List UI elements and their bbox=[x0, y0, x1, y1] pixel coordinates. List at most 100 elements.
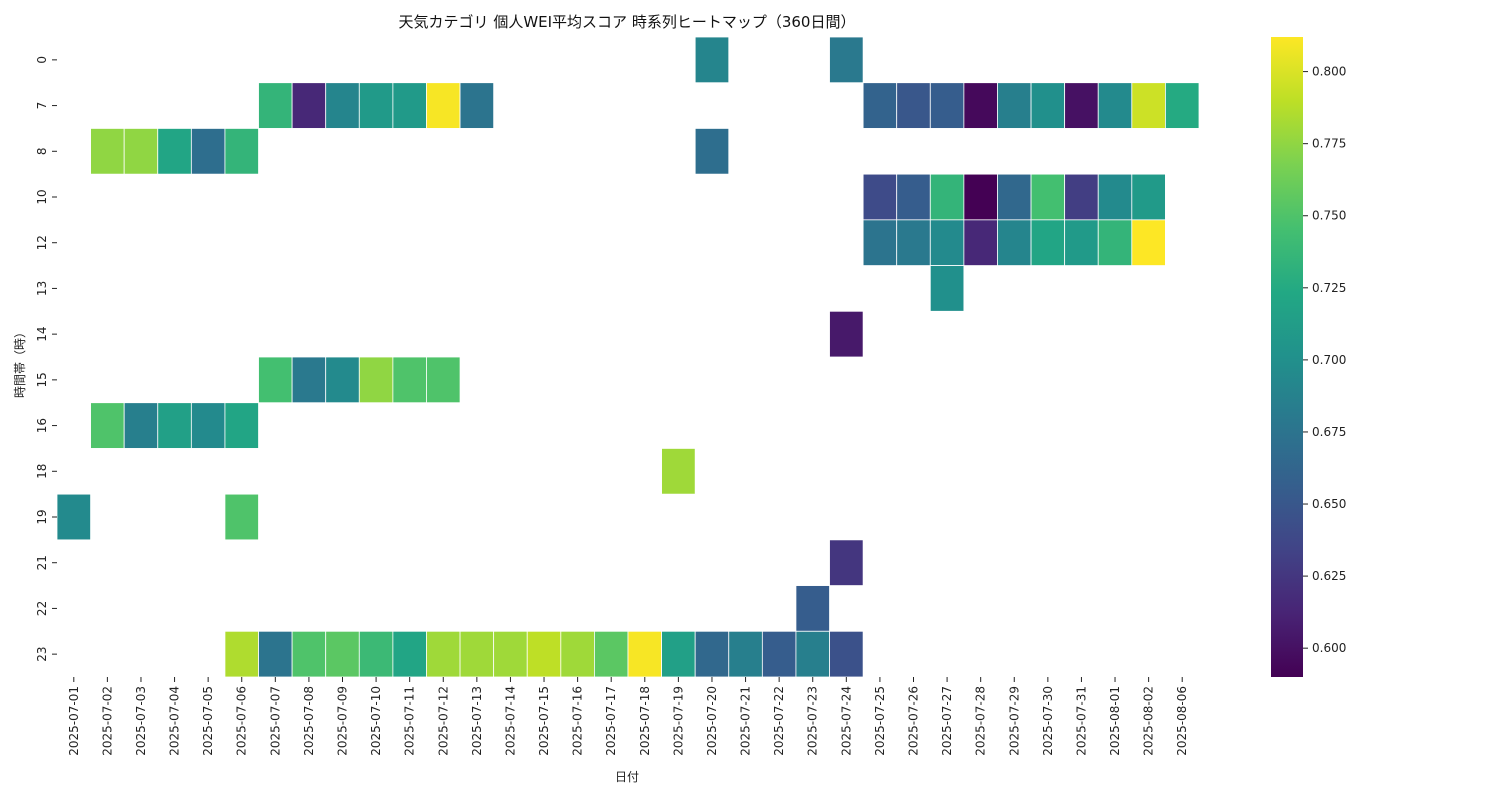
x-tick-label: 2025-07-26 bbox=[907, 686, 921, 756]
x-tick-label: 2025-07-29 bbox=[1007, 686, 1021, 756]
heatmap-cell bbox=[829, 310, 864, 358]
heatmap-cell bbox=[795, 630, 830, 678]
heatmap-cell bbox=[829, 630, 864, 678]
heatmap-cell bbox=[627, 630, 662, 678]
heatmap-cell bbox=[426, 630, 461, 678]
heatmap-cell bbox=[258, 82, 293, 129]
heatmap-cell bbox=[694, 630, 730, 678]
heatmap-cell bbox=[426, 82, 461, 129]
heatmap-cell bbox=[560, 630, 595, 678]
x-axis-label: 日付 bbox=[615, 770, 639, 784]
y-tick-label: 22 bbox=[35, 601, 49, 616]
heatmap-cell bbox=[291, 356, 327, 404]
heatmap-cell bbox=[157, 402, 192, 449]
heatmap-cell bbox=[862, 82, 898, 129]
heatmap-cell bbox=[358, 630, 394, 678]
heatmap-cell bbox=[1165, 82, 1200, 129]
colorbar-tick-label: 0.800 bbox=[1312, 65, 1346, 79]
heatmap-cell bbox=[795, 585, 830, 632]
heatmap-cell bbox=[1131, 173, 1166, 221]
heatmap-cell bbox=[224, 402, 259, 449]
x-tick-label: 2025-07-22 bbox=[772, 686, 786, 756]
heatmap-cell bbox=[829, 539, 864, 586]
colorbar-tick-label: 0.775 bbox=[1312, 137, 1346, 151]
heatmap-cell bbox=[1064, 82, 1099, 129]
heatmap-cell bbox=[997, 173, 1032, 221]
heatmap-cell bbox=[426, 356, 461, 404]
heatmap-cell bbox=[896, 173, 931, 221]
colorbar-tick-label: 0.725 bbox=[1312, 281, 1346, 295]
x-tick-label: 2025-07-15 bbox=[537, 686, 551, 756]
y-tick-label: 16 bbox=[35, 418, 49, 433]
heatmap-cell bbox=[694, 36, 730, 84]
y-tick-label: 15 bbox=[35, 372, 49, 387]
y-tick-label: 18 bbox=[35, 464, 49, 479]
heatmap-cell bbox=[258, 356, 293, 404]
x-tick-label: 2025-07-23 bbox=[806, 686, 820, 756]
heatmap-cell bbox=[1097, 173, 1133, 221]
x-axis-ticks: 2025-07-01 2025-07-02 2025-07-03 2025-07-04… bbox=[67, 677, 1189, 756]
heatmap-cell bbox=[224, 128, 259, 175]
x-tick-label: 2025-07-04 bbox=[168, 686, 182, 756]
x-tick-label: 2025-07-01 bbox=[67, 686, 81, 756]
x-tick-label: 2025-07-25 bbox=[873, 686, 887, 756]
heatmap-cell bbox=[325, 82, 360, 129]
heatmap-cell bbox=[1097, 219, 1133, 266]
heatmap-cell bbox=[761, 630, 797, 678]
x-tick-label: 2025-07-21 bbox=[739, 686, 753, 756]
heatmap-cell bbox=[123, 128, 159, 175]
heatmap-cell bbox=[1064, 173, 1099, 221]
y-tick-label: 8 bbox=[35, 147, 49, 155]
x-tick-label: 2025-07-10 bbox=[369, 686, 383, 756]
heatmap-cell bbox=[258, 630, 293, 678]
x-tick-label: 2025-07-30 bbox=[1041, 686, 1055, 756]
heatmap-cell bbox=[358, 356, 394, 404]
x-tick-label: 2025-08-02 bbox=[1142, 686, 1156, 756]
x-tick-label: 2025-07-28 bbox=[974, 686, 988, 756]
y-axis-label: 時間帯（時） bbox=[13, 326, 27, 398]
x-tick-label: 2025-07-16 bbox=[571, 686, 585, 756]
heatmap-cell bbox=[661, 448, 696, 495]
heatmap-cell bbox=[929, 82, 965, 129]
heatmap-cell bbox=[829, 36, 864, 84]
heatmap-cell bbox=[997, 82, 1032, 129]
heatmap-cell bbox=[694, 128, 730, 175]
heatmap-cell bbox=[929, 173, 965, 221]
x-tick-label: 2025-07-08 bbox=[302, 686, 316, 756]
heatmap-cell bbox=[358, 82, 394, 129]
y-tick-label: 7 bbox=[35, 102, 49, 110]
heatmap-cell bbox=[224, 630, 259, 678]
y-tick-label: 23 bbox=[35, 647, 49, 662]
x-tick-label: 2025-07-03 bbox=[134, 686, 148, 756]
x-tick-label: 2025-07-20 bbox=[705, 686, 719, 756]
x-tick-label: 2025-07-07 bbox=[268, 686, 282, 756]
y-axis-ticks: 0 7 8 10 12 13 14 15 16 18 19 21 22 23 bbox=[35, 56, 57, 662]
y-tick-label: 12 bbox=[35, 235, 49, 250]
heatmap-cell bbox=[526, 630, 562, 678]
heatmap-cell bbox=[392, 630, 427, 678]
x-tick-label: 2025-07-31 bbox=[1074, 686, 1088, 756]
heatmap-cell bbox=[459, 82, 495, 129]
x-tick-label: 2025-07-12 bbox=[436, 686, 450, 756]
heatmap-cell bbox=[862, 219, 898, 266]
heatmap-cell bbox=[896, 82, 931, 129]
x-tick-label: 2025-07-19 bbox=[671, 686, 685, 756]
heatmap-cell bbox=[325, 356, 360, 404]
colorbar-tick-label: 0.650 bbox=[1312, 497, 1346, 511]
heatmap-cell bbox=[90, 402, 125, 449]
x-tick-label: 2025-07-18 bbox=[638, 686, 652, 756]
heatmap-cells bbox=[56, 36, 1200, 678]
x-tick-label: 2025-07-09 bbox=[336, 686, 350, 756]
heatmap-cell bbox=[1131, 219, 1166, 266]
heatmap-cell bbox=[1064, 219, 1099, 266]
heatmap-cell bbox=[325, 630, 360, 678]
heatmap-cell bbox=[392, 356, 427, 404]
heatmap-cell bbox=[1131, 82, 1166, 129]
heatmap-cell bbox=[123, 402, 159, 449]
heatmap-cell bbox=[929, 265, 965, 312]
heatmap-cell bbox=[493, 630, 528, 678]
y-tick-label: 19 bbox=[35, 509, 49, 524]
heatmap-cell bbox=[1030, 173, 1066, 221]
y-tick-label: 0 bbox=[35, 56, 49, 64]
